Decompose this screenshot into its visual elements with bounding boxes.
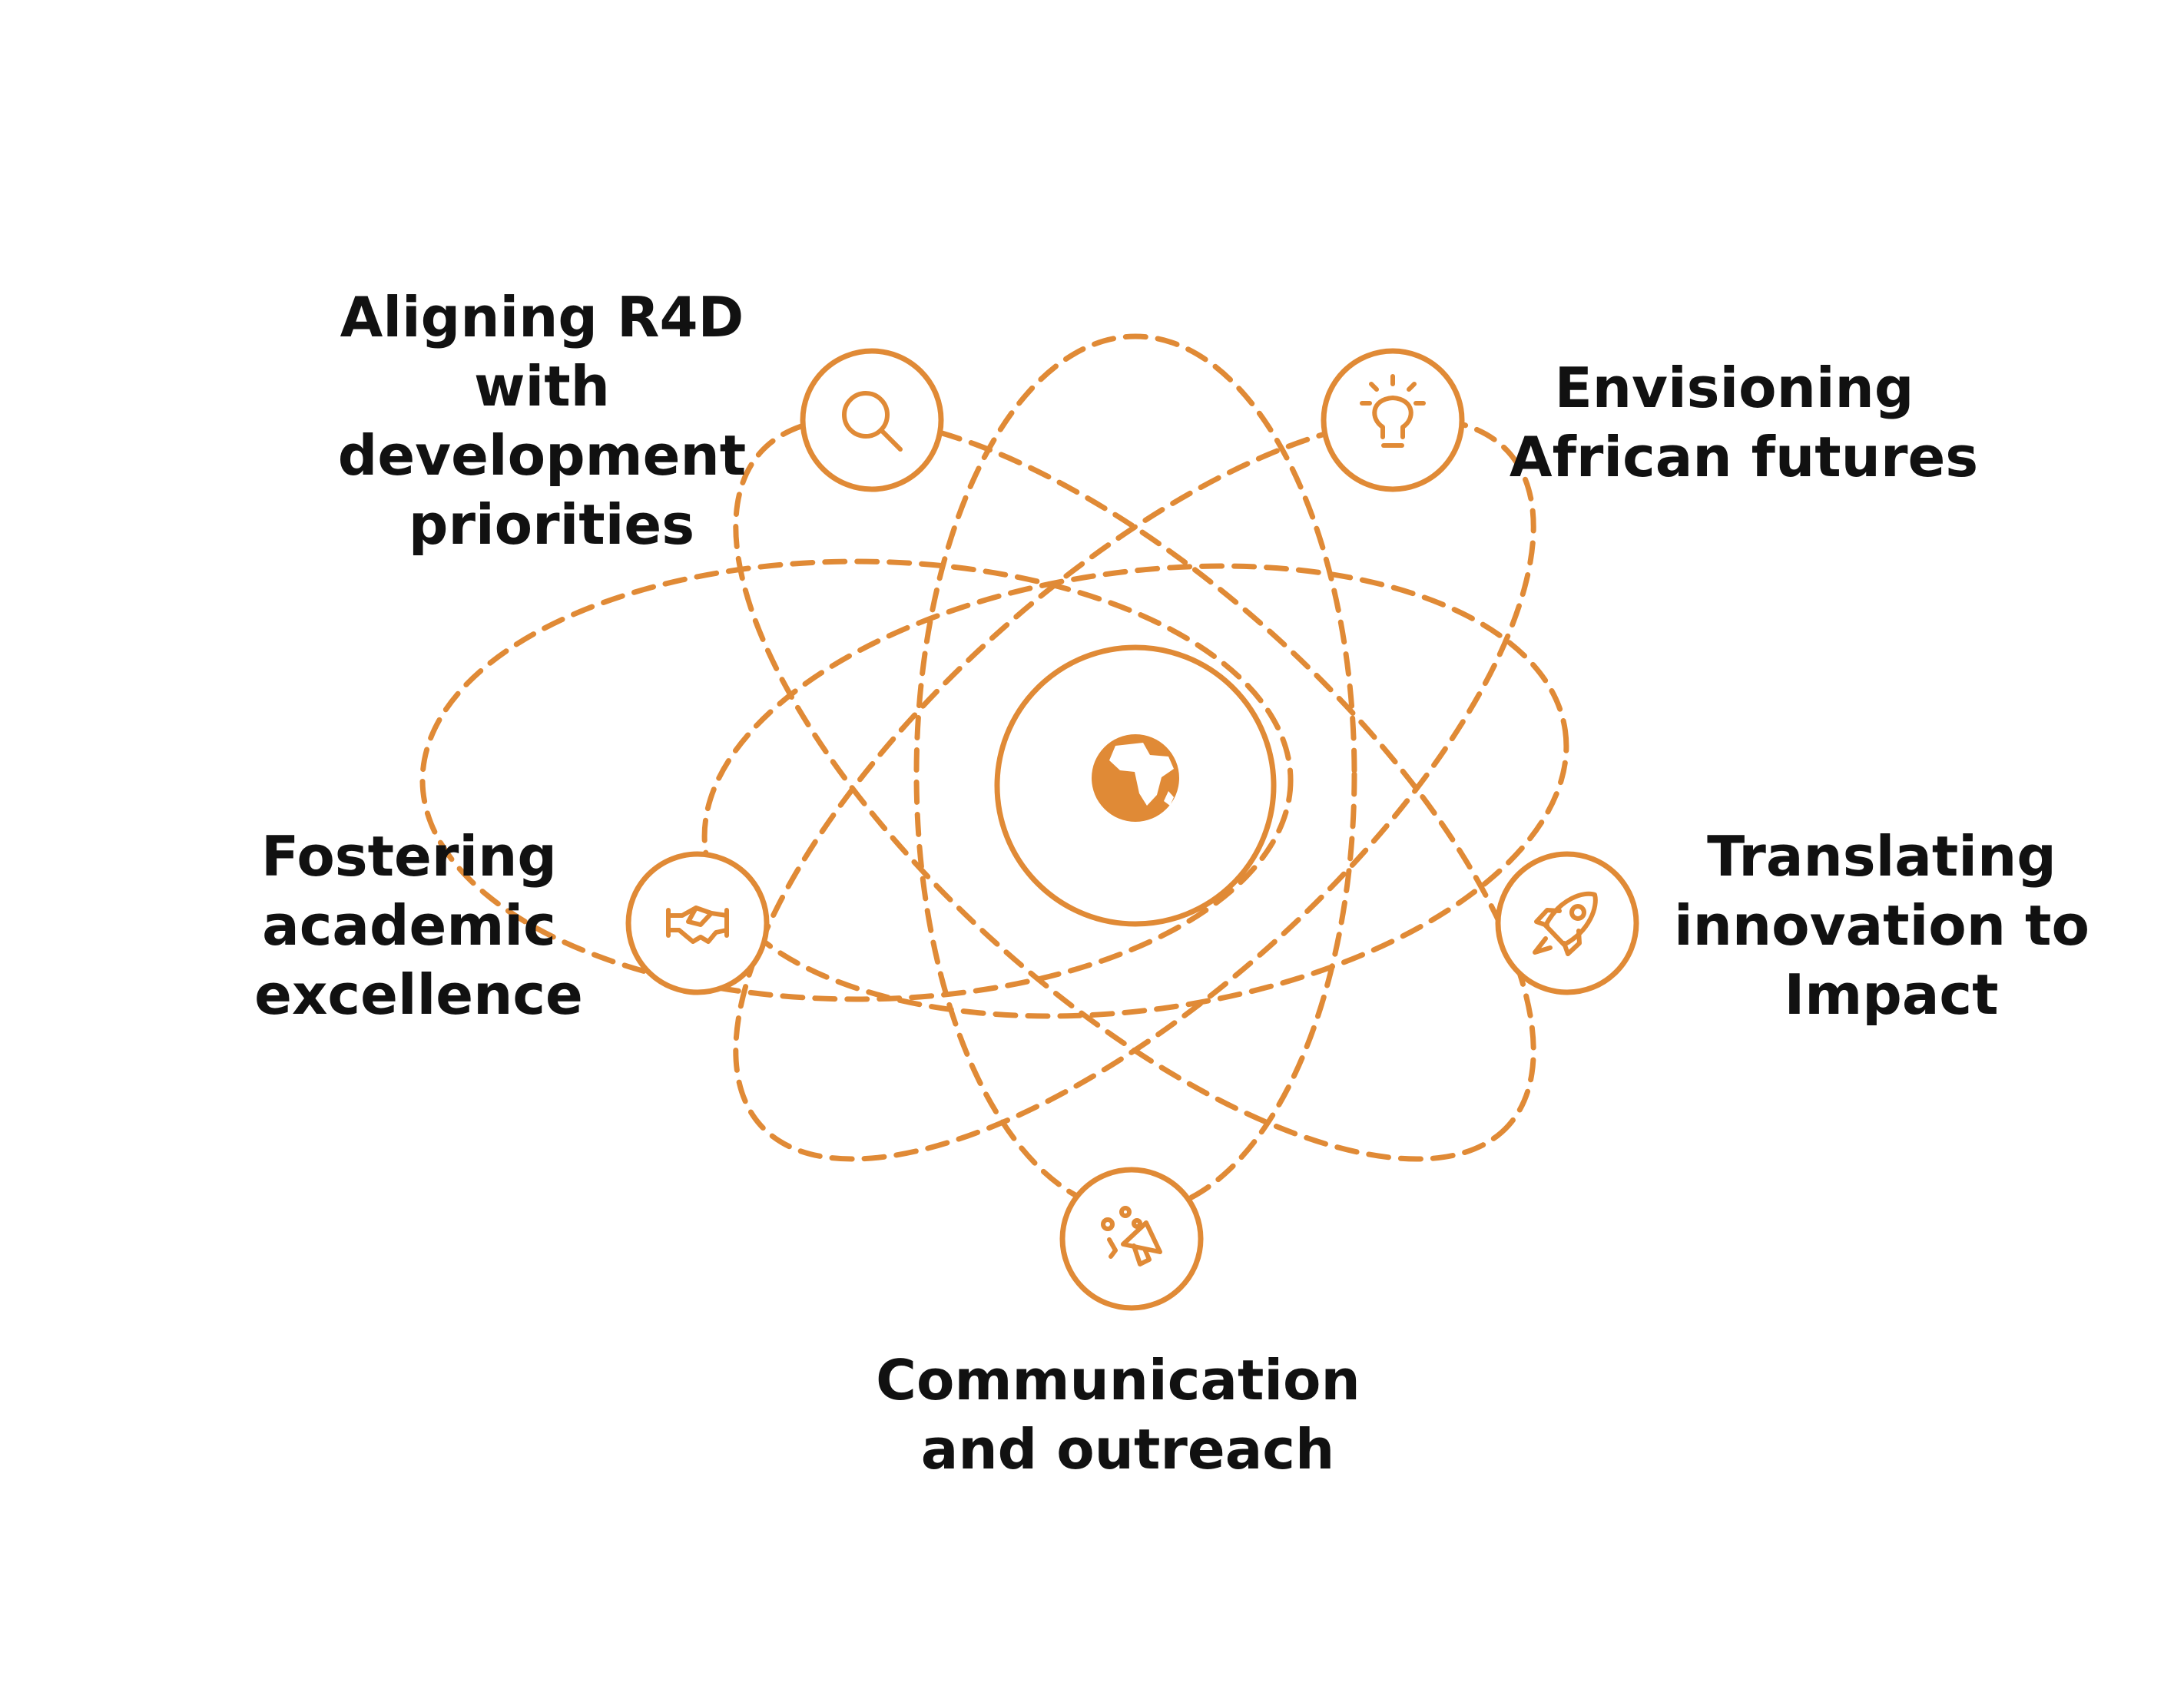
center-node [994,644,1277,927]
label-communication-line: and outreach [921,1417,1334,1482]
label-aligning: Aligning R4D with development priorities [338,285,765,557]
node-aligning [800,348,944,492]
orbit-horizontal [419,558,1294,1002]
label-translating: Translating innovation to Impact [1674,824,2109,1027]
label-communication: Communication and outreach [876,1348,1380,1482]
label-translating-line: innovation to [1674,893,2090,958]
node-aligning-ring [800,348,944,492]
label-aligning-line: Aligning R4D [340,285,744,349]
label-translating-line: Translating [1707,824,2056,889]
megaphone-icon [1101,1206,1162,1266]
label-translating-line: Impact [1784,962,1998,1027]
magnifier-icon [842,391,903,452]
label-aligning-line: priorities [409,492,694,557]
label-envisioning: Envisioning African futures [1510,356,1978,489]
label-communication-line: Communication [876,1348,1360,1412]
lightbulb-icon [1360,374,1426,448]
node-envisioning-ring [1321,348,1465,492]
africa-globe-icon [1092,734,1179,822]
node-fostering [625,851,770,995]
label-aligning-line: development [338,423,746,488]
label-fostering-line: excellence [254,962,583,1027]
label-fostering: Fostering academic excellence [254,824,583,1027]
label-fostering-line: academic [262,893,556,958]
node-translating [1495,851,1639,995]
orbit-wide [701,563,1569,1019]
handshake-icon [666,906,729,944]
node-envisioning [1321,348,1465,492]
label-envisioning-line: Envisioning [1555,356,1914,420]
label-fostering-line: Fostering [261,824,557,889]
label-envisioning-line: African futures [1510,425,1978,489]
orbit-diagonal-left [733,416,1536,1162]
node-communication [1059,1167,1204,1311]
label-aligning-line: with [474,354,610,419]
node-translating-ring [1495,851,1639,995]
orbit-diagonal-right [733,416,1536,1162]
rocket-icon [1533,891,1598,956]
